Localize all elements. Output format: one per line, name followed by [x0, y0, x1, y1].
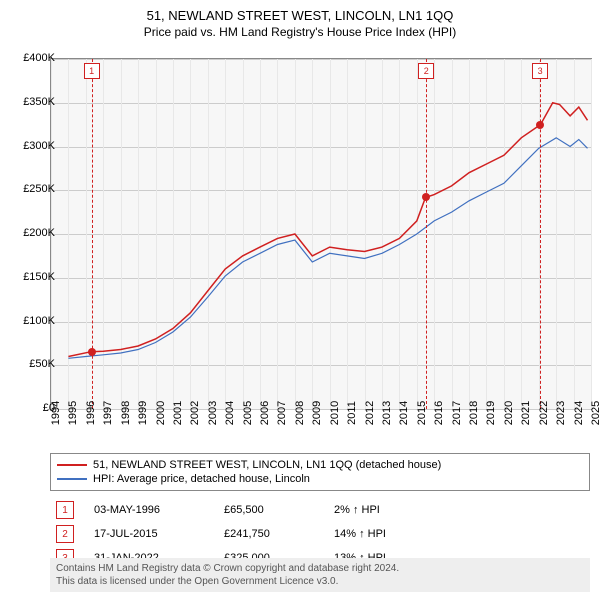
x-axis-label: 2006 — [259, 401, 271, 425]
footer: Contains HM Land Registry data © Crown c… — [50, 558, 590, 592]
x-axis-label: 2024 — [573, 401, 585, 425]
marker-badge: 2 — [418, 63, 434, 79]
x-axis-label: 2009 — [311, 401, 323, 425]
legend-item: HPI: Average price, detached house, Linc… — [57, 472, 583, 486]
x-axis-label: 1996 — [85, 401, 97, 425]
marker-vline — [540, 59, 541, 409]
marker-row-hpi: 2% ↑ HPI — [334, 504, 424, 516]
x-axis-label: 2012 — [364, 401, 376, 425]
x-axis-label: 2000 — [155, 401, 167, 425]
y-axis-label: £300K — [23, 140, 55, 152]
x-axis-label: 1998 — [120, 401, 132, 425]
marker-row-hpi: 14% ↑ HPI — [334, 528, 424, 540]
x-axis-label: 2004 — [224, 401, 236, 425]
legend-label: 51, NEWLAND STREET WEST, LINCOLN, LN1 1Q… — [93, 459, 441, 471]
y-axis-label: £50K — [29, 358, 55, 370]
x-axis-label: 2011 — [346, 401, 358, 425]
marker-row-price: £241,750 — [224, 528, 314, 540]
marker-badge: 1 — [84, 63, 100, 79]
legend-label: HPI: Average price, detached house, Linc… — [93, 473, 310, 485]
x-axis-label: 1997 — [102, 401, 114, 425]
x-axis-label: 1995 — [67, 401, 79, 425]
x-axis-label: 2005 — [242, 401, 254, 425]
x-axis-label: 2002 — [189, 401, 201, 425]
marker-vline — [426, 59, 427, 409]
x-axis-label: 2022 — [538, 401, 550, 425]
x-axis-label: 2014 — [398, 401, 410, 425]
marker-row: 1 03-MAY-1996 £65,500 2% ↑ HPI — [50, 498, 590, 522]
y-axis-label: £100K — [23, 315, 55, 327]
x-axis-label: 1999 — [137, 401, 149, 425]
y-axis-label: £400K — [23, 52, 55, 64]
marker-row: 2 17-JUL-2015 £241,750 14% ↑ HPI — [50, 522, 590, 546]
series-property — [68, 103, 587, 357]
x-axis-label: 2016 — [433, 401, 445, 425]
x-axis-label: 2023 — [555, 401, 567, 425]
x-axis-label: 2007 — [276, 401, 288, 425]
marker-row-badge: 1 — [56, 501, 74, 519]
y-axis-label: £350K — [23, 96, 55, 108]
marker-badge: 3 — [532, 63, 548, 79]
marker-row-badge: 2 — [56, 525, 74, 543]
y-axis-label: £150K — [23, 271, 55, 283]
x-axis-label: 2013 — [381, 401, 393, 425]
legend: 51, NEWLAND STREET WEST, LINCOLN, LN1 1Q… — [50, 453, 590, 491]
x-axis-label: 2017 — [451, 401, 463, 425]
y-axis-label: £200K — [23, 227, 55, 239]
marker-row-date: 03-MAY-1996 — [94, 504, 204, 516]
marker-row-price: £65,500 — [224, 504, 314, 516]
x-axis-label: 2015 — [416, 401, 428, 425]
gridline-v — [591, 59, 592, 409]
footer-line1: Contains HM Land Registry data © Crown c… — [56, 562, 584, 575]
y-axis-label: £250K — [23, 183, 55, 195]
x-axis-label: 1994 — [50, 401, 62, 425]
x-axis-label: 2018 — [468, 401, 480, 425]
x-axis-label: 2020 — [503, 401, 515, 425]
x-axis-label: 2003 — [207, 401, 219, 425]
chart-plot-area: 1 2 3 — [50, 58, 592, 410]
x-axis-label: 2019 — [485, 401, 497, 425]
legend-item: 51, NEWLAND STREET WEST, LINCOLN, LN1 1Q… — [57, 458, 583, 472]
marker-vline — [92, 59, 93, 409]
x-axis-label: 2008 — [294, 401, 306, 425]
legend-swatch — [57, 478, 87, 480]
x-axis-label: 2025 — [590, 401, 600, 425]
x-axis-label: 2010 — [329, 401, 341, 425]
x-axis-label: 2021 — [520, 401, 532, 425]
marker-dot — [422, 193, 430, 201]
marker-row-date: 17-JUL-2015 — [94, 528, 204, 540]
legend-swatch — [57, 464, 87, 466]
page-subtitle: Price paid vs. HM Land Registry's House … — [0, 25, 600, 39]
marker-dot — [88, 348, 96, 356]
footer-line2: This data is licensed under the Open Gov… — [56, 575, 584, 588]
page-title: 51, NEWLAND STREET WEST, LINCOLN, LN1 1Q… — [0, 8, 600, 23]
marker-dot — [536, 121, 544, 129]
x-axis-label: 2001 — [172, 401, 184, 425]
